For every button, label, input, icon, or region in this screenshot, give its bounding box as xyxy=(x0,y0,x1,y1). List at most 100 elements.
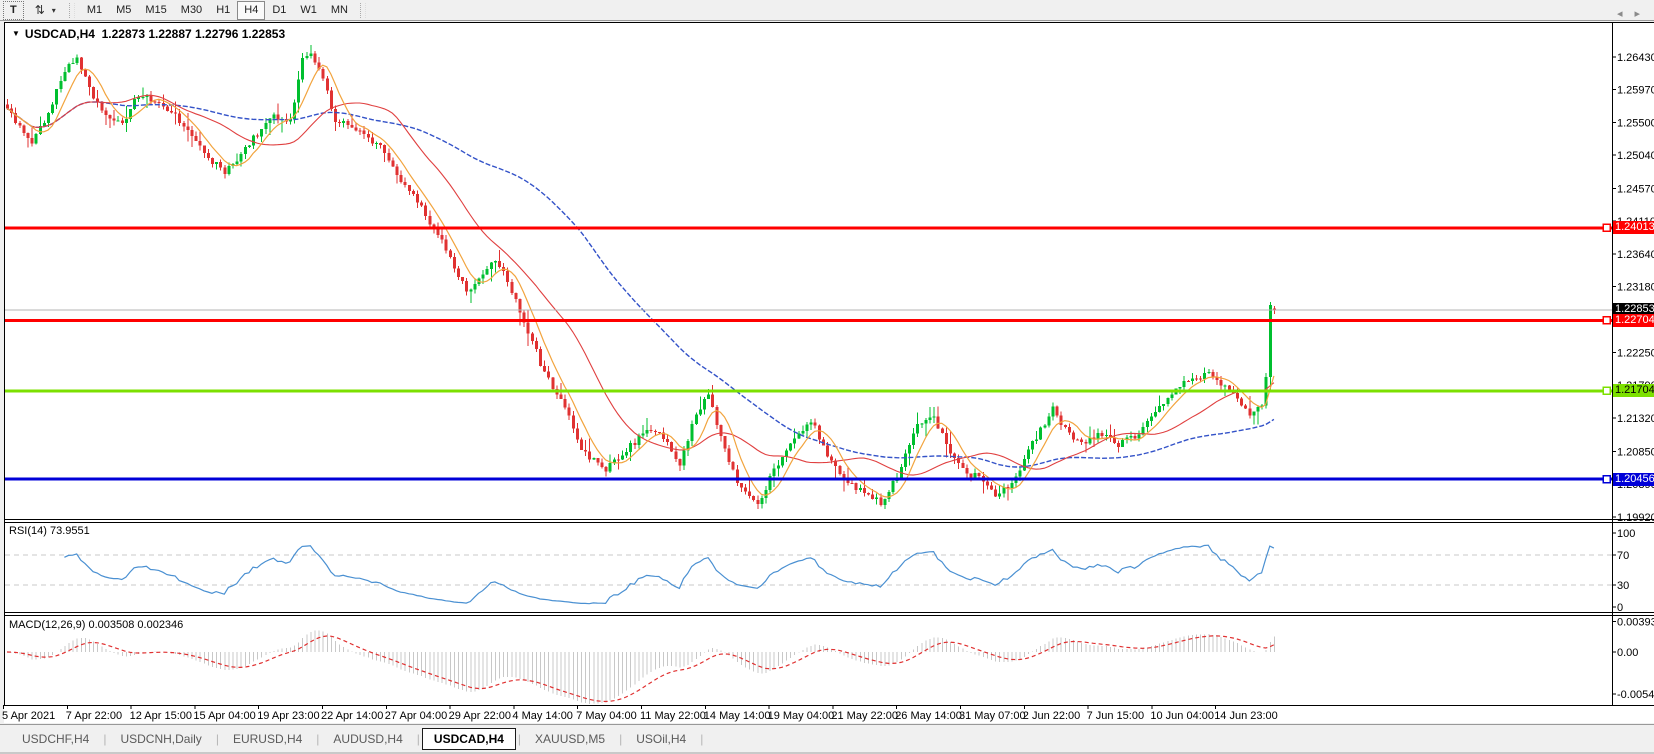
date-axis-label: 10 Jun 04:00 xyxy=(1150,710,1214,722)
ma-mid-line xyxy=(6,94,1275,476)
chevron-down-icon[interactable]: ▾ xyxy=(51,5,56,15)
timeframe-button-mn[interactable]: MN xyxy=(330,4,348,16)
rsi-axis-label: 0 xyxy=(1617,602,1623,614)
panel-borders xyxy=(4,22,1654,706)
chart-symbol-label: USDCAD,H4 xyxy=(24,27,95,41)
tab-scroll-right-icon[interactable]: ▸ xyxy=(1634,8,1640,20)
hline-handle[interactable] xyxy=(1602,223,1611,233)
ma-fast-line xyxy=(6,64,1275,498)
price-axis-label: 1.26430 xyxy=(1617,52,1654,64)
hline-handle[interactable] xyxy=(1602,316,1611,325)
macd-axis-label: 0.00 xyxy=(1617,647,1638,659)
chart-tab-eurusd-h4[interactable]: EURUSD,H4 xyxy=(232,731,303,746)
macd-axis-label: 0.003936 xyxy=(1617,617,1654,629)
rsi-line xyxy=(64,544,1275,605)
toolbar-grip-2 xyxy=(359,2,366,18)
timeframe-button-d1[interactable]: D1 xyxy=(272,4,287,16)
chart-tab-usdcad-h4[interactable]: USDCAD,H4 xyxy=(421,727,516,750)
price-axis-label: 1.22250 xyxy=(1617,347,1654,359)
text-tool-button[interactable]: T xyxy=(3,0,24,20)
date-axis-label: 12 Apr 15:00 xyxy=(130,710,192,722)
arrange-icon[interactable]: ⇅ xyxy=(34,2,45,17)
macd-indicator-label: MACD(12,26,9) 0.003508 0.002346 xyxy=(9,619,184,631)
rsi-axis-label: 30 xyxy=(1617,580,1629,592)
price-axis-label: 1.24570 xyxy=(1617,183,1654,195)
date-axis-label: 14 May 14:00 xyxy=(704,710,771,722)
macd-signal-line xyxy=(6,635,1275,703)
rsi-axis-label: 70 xyxy=(1617,550,1629,562)
chart-title: ▼ USDCAD,H4 1.22873 1.22887 1.22796 1.228… xyxy=(12,27,285,41)
axis-labels: 1.264301.259701.255001.250401.245701.241… xyxy=(2,52,1654,722)
timeframe-button-m1[interactable]: M1 xyxy=(86,4,103,16)
tab-scroll-left-icon[interactable]: ◂ xyxy=(1616,8,1623,20)
hline-handle[interactable] xyxy=(1602,386,1611,396)
date-axis-label: 19 May 04:00 xyxy=(768,710,835,722)
price-axis-label: 1.23640 xyxy=(1617,249,1654,261)
rsi-panel xyxy=(5,544,1612,605)
timeframe-button-group: M1 M5 M15 M30 H1 H4 D1 W1 MN xyxy=(80,0,355,20)
tab-separator: | xyxy=(215,731,219,746)
timeframe-button-h1[interactable]: H1 xyxy=(216,4,231,16)
date-axis-label: 19 Apr 23:00 xyxy=(257,710,319,722)
macd-histogram xyxy=(11,630,1275,704)
date-axis-label: 14 Jun 23:00 xyxy=(1214,710,1278,722)
toolbar-grip xyxy=(68,2,75,18)
hline-price-badge[interactable]: 1.22704 xyxy=(1613,313,1654,327)
date-axis-label: 7 Apr 22:00 xyxy=(66,710,122,722)
tab-separator: | xyxy=(416,731,420,746)
chart-tab-bar: USDCHF,H4 | USDCNH,Daily | EURUSD,H4 | AUDUSD,… xyxy=(0,724,1654,752)
hline-price-badge[interactable]: 1.24013 xyxy=(1613,221,1654,235)
hline-handle[interactable] xyxy=(1602,474,1611,484)
timeframe-button-w1[interactable]: W1 xyxy=(300,4,317,16)
date-axis-label: 7 May 04:00 xyxy=(576,710,637,722)
moving-averages-layer xyxy=(6,64,1275,498)
tab-scroll-arrows: ◂ ▸ xyxy=(1611,7,1646,20)
rsi-indicator-label: RSI(14) 73.9551 xyxy=(9,525,90,537)
timeframe-button-m30[interactable]: M30 xyxy=(180,4,203,16)
date-axis-label: 27 Apr 04:00 xyxy=(385,710,447,722)
chart-tab-usoil-h4[interactable]: USOil,H4 xyxy=(636,731,687,746)
chart-tab-usdcnh-daily[interactable]: USDCNH,Daily xyxy=(120,731,202,746)
rsi-axis-label: 100 xyxy=(1617,528,1635,540)
tab-separator: | xyxy=(619,731,623,746)
macd-panel xyxy=(6,630,1275,704)
macd-axis-label: -0.005471 xyxy=(1617,689,1654,701)
tab-separator: | xyxy=(517,731,522,746)
date-axis-label: 11 May 22:00 xyxy=(640,710,706,722)
price-axis-label: 1.21320 xyxy=(1617,413,1654,425)
chart-tabs: USDCHF,H4 | USDCNH,Daily | EURUSD,H4 | AUDUSD,… xyxy=(10,727,705,750)
tab-separator: | xyxy=(103,731,107,746)
chart-tab-audusd-h4[interactable]: AUDUSD,H4 xyxy=(333,731,403,746)
chart-tab-xauusd-m5[interactable]: XAUUSD,M5 xyxy=(535,731,606,746)
date-axis-label: 7 Jun 15:00 xyxy=(1087,710,1145,722)
date-axis-label: 21 May 22:00 xyxy=(831,710,898,722)
tab-separator: | xyxy=(700,731,704,746)
price-axis-label: 1.23180 xyxy=(1617,282,1654,294)
price-axis-label: 1.25040 xyxy=(1617,150,1654,162)
date-axis-label: 4 May 14:00 xyxy=(512,710,573,722)
price-axis-label: 1.19920 xyxy=(1617,512,1654,524)
status-strip xyxy=(0,752,1654,754)
timeframe-button-m15[interactable]: M15 xyxy=(145,4,167,16)
timeframe-button-h4[interactable]: H4 xyxy=(237,1,266,20)
chart-ohlc-values: 1.22873 1.22887 1.22796 1.22853 xyxy=(101,27,286,41)
current-price-badge: 1.22853 xyxy=(1613,303,1654,317)
chart-tab-usdchf-h4[interactable]: USDCHF,H4 xyxy=(22,731,90,746)
symbol-dropdown-icon[interactable]: ▼ xyxy=(12,29,20,38)
hline-price-badge[interactable]: 1.21704 xyxy=(1613,384,1654,398)
tab-separator: | xyxy=(316,731,320,746)
date-axis-label: 15 Apr 04:00 xyxy=(193,710,255,722)
timeframe-button-m5[interactable]: M5 xyxy=(116,4,132,16)
ma-slow-line xyxy=(6,101,1275,468)
date-axis-label: 26 May 14:00 xyxy=(895,710,962,722)
main-plot-area[interactable] xyxy=(5,23,1612,519)
date-axis-label: 31 May 07:00 xyxy=(959,710,1026,722)
date-axis-label: 22 Apr 14:00 xyxy=(321,710,383,722)
date-axis-label: 2 Jun 22:00 xyxy=(1023,710,1081,722)
horizontal-lines-layer xyxy=(5,223,1612,484)
date-axis-label: 29 Apr 22:00 xyxy=(449,710,511,722)
hline-price-badge[interactable]: 1.20456 xyxy=(1613,472,1654,486)
top-toolbar: T ⇅ ▾ M1 M5 M15 M30 H1 H4 D1 W1 MN xyxy=(0,0,1654,21)
price-axis-label: 1.20850 xyxy=(1617,446,1654,458)
